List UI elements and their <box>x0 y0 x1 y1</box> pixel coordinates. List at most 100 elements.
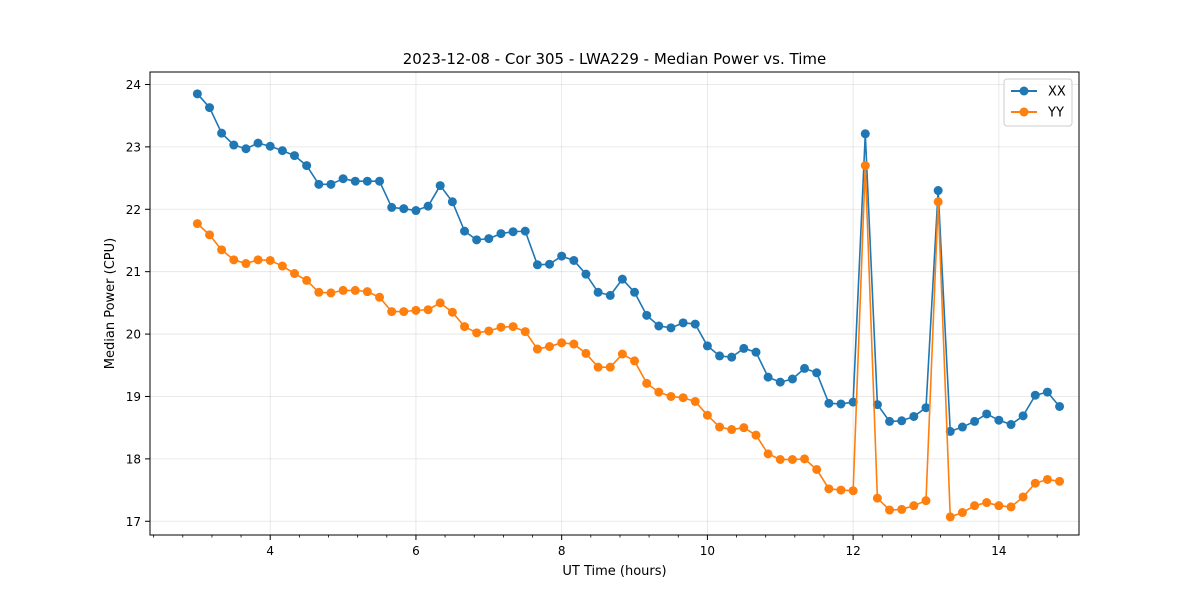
data-point-xx <box>569 255 579 265</box>
data-point-xx <box>1030 390 1040 400</box>
data-point-xx <box>350 176 360 186</box>
data-point-xx <box>836 399 846 409</box>
data-point-yy <box>654 387 664 397</box>
legend-label-xx: XX <box>1048 85 1066 100</box>
data-point-xx <box>302 161 312 171</box>
data-point-xx <box>751 347 761 357</box>
data-point-xx <box>593 287 603 297</box>
data-point-yy <box>957 508 967 518</box>
y-tick-label: 23 <box>126 140 141 154</box>
data-point-xx <box>982 409 992 419</box>
data-point-xx <box>338 174 348 184</box>
data-point-yy <box>350 285 360 295</box>
data-point-yy <box>569 339 579 349</box>
data-point-xx <box>739 343 749 353</box>
data-point-xx <box>399 204 409 214</box>
y-axis-label: Median Power (CPU) <box>103 238 118 369</box>
data-point-yy <box>520 327 530 337</box>
data-point-yy <box>423 305 433 315</box>
data-point-yy <box>848 486 858 496</box>
data-point-xx <box>411 206 421 216</box>
data-point-yy <box>411 305 421 315</box>
data-point-xx <box>921 403 931 413</box>
x-tick-label: 14 <box>991 544 1006 558</box>
data-point-yy <box>557 338 567 348</box>
data-point-yy <box>314 287 324 297</box>
data-point-yy <box>217 245 227 255</box>
y-tick-label: 19 <box>126 390 141 404</box>
data-point-yy <box>933 197 943 207</box>
data-point-xx <box>581 269 591 279</box>
x-axis: 4 6 8 10 12 14 <box>153 535 1058 558</box>
data-point-xx <box>885 416 895 426</box>
data-point-xx <box>520 226 530 236</box>
data-point-xx <box>897 416 907 426</box>
data-point-yy <box>836 485 846 495</box>
data-point-yy <box>289 269 299 279</box>
data-point-yy <box>739 423 749 433</box>
data-point-yy <box>678 393 688 403</box>
legend: XX YY <box>1003 78 1073 127</box>
data-point-yy <box>945 512 955 522</box>
data-point-yy <box>192 219 202 229</box>
data-point-xx <box>484 234 494 244</box>
data-point-yy <box>375 292 385 302</box>
data-point-yy <box>435 298 445 308</box>
data-point-yy <box>1042 474 1052 484</box>
data-point-xx <box>205 103 215 113</box>
data-point-yy <box>860 161 870 171</box>
data-point-xx <box>715 351 725 361</box>
data-point-xx <box>666 323 676 333</box>
data-point-xx <box>217 128 227 138</box>
data-point-yy <box>593 362 603 372</box>
data-point-xx <box>787 374 797 384</box>
y-tick-label: 24 <box>126 78 141 92</box>
data-point-xx <box>945 426 955 436</box>
data-point-xx <box>289 151 299 161</box>
data-point-yy <box>763 449 773 459</box>
data-point-yy <box>205 230 215 240</box>
data-point-yy <box>751 430 761 440</box>
data-point-yy <box>1030 478 1040 488</box>
x-tick-label: 8 <box>558 544 566 558</box>
data-point-xx <box>1018 411 1028 421</box>
data-point-yy <box>617 349 627 359</box>
chart-title: 2023-12-08 - Cor 305 - LWA229 - Median P… <box>403 50 827 68</box>
data-point-yy <box>994 501 1004 511</box>
data-point-yy <box>1006 502 1016 512</box>
data-point-yy <box>532 344 542 354</box>
data-point-yy <box>302 275 312 285</box>
data-point-yy <box>885 505 895 515</box>
y-axis: 17 18 19 20 21 22 23 24 <box>126 78 150 529</box>
data-point-xx <box>375 176 385 186</box>
data-point-xx <box>423 201 433 211</box>
data-point-yy <box>897 504 907 514</box>
series-layer <box>192 89 1065 522</box>
data-point-xx <box>557 251 567 261</box>
data-point-xx <box>314 179 324 189</box>
data-point-yy <box>812 464 822 474</box>
x-tick-label: 10 <box>700 544 715 558</box>
data-point-xx <box>642 310 652 320</box>
plot-frame <box>149 71 1080 536</box>
data-point-yy <box>690 396 700 406</box>
data-point-xx <box>496 229 506 239</box>
data-point-xx <box>1006 420 1016 430</box>
data-point-xx <box>362 176 372 186</box>
data-point-xx <box>326 179 336 189</box>
data-point-yy <box>241 259 251 269</box>
data-point-xx <box>994 415 1004 425</box>
data-point-xx <box>872 400 882 410</box>
data-point-xx <box>532 260 542 270</box>
data-point-xx <box>277 146 287 156</box>
data-point-xx <box>727 352 737 362</box>
data-point-xx <box>702 341 712 351</box>
data-point-yy <box>545 342 555 352</box>
data-point-xx <box>860 129 870 139</box>
data-point-yy <box>277 261 287 271</box>
data-point-xx <box>617 274 627 284</box>
data-point-xx <box>545 259 555 269</box>
data-point-yy <box>921 496 931 506</box>
data-point-yy <box>399 307 409 317</box>
x-tick-label: 6 <box>412 544 420 558</box>
